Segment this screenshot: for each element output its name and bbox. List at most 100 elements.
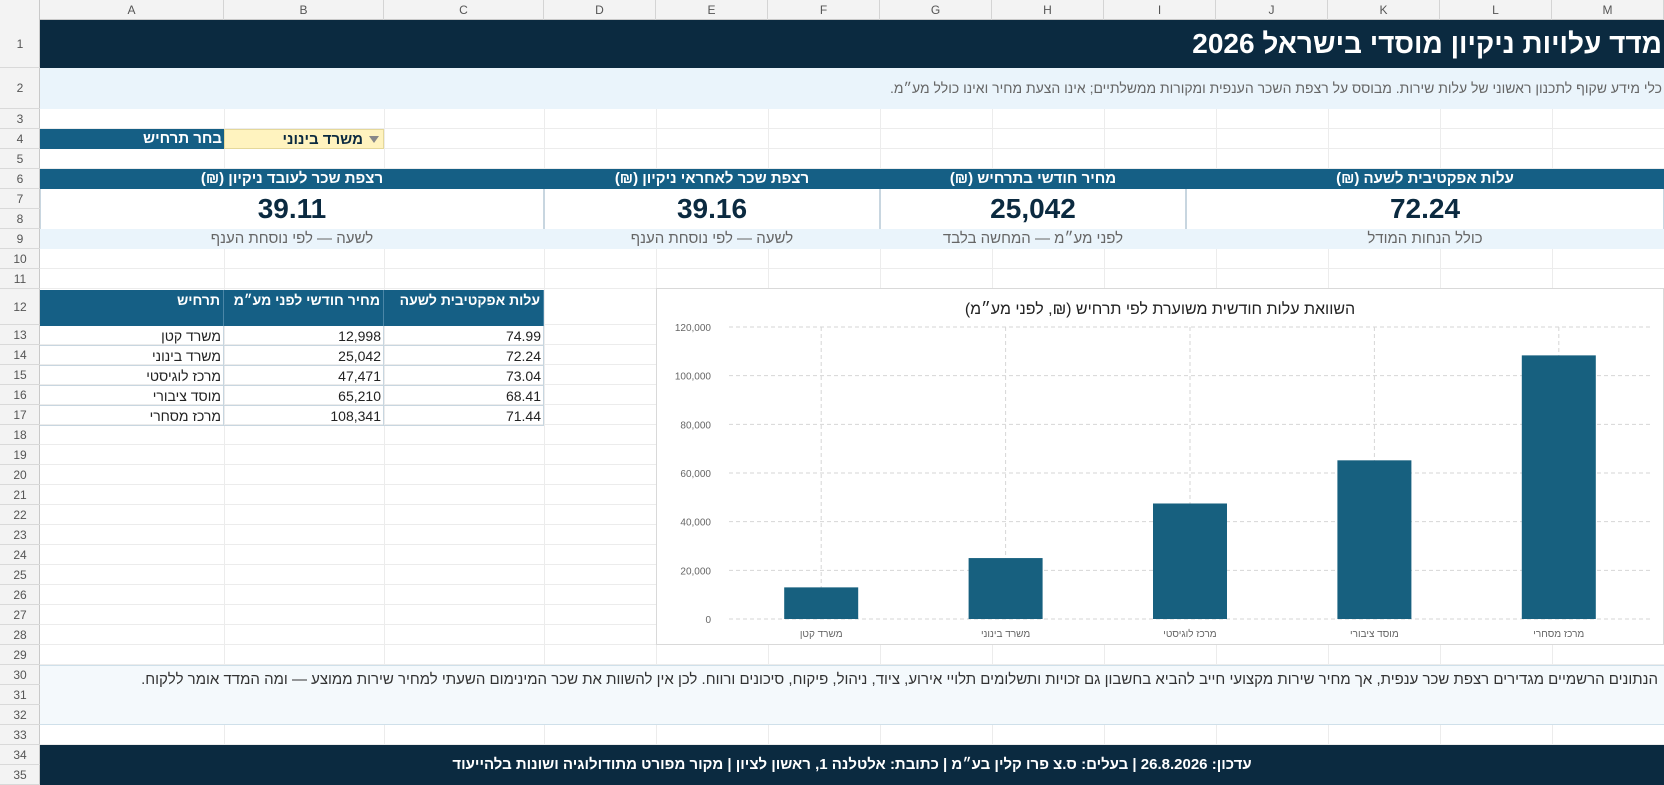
column-header[interactable]: F (768, 0, 880, 20)
row-header[interactable]: 4 (0, 129, 40, 149)
table-cell-price[interactable]: 12,998 (224, 326, 384, 346)
column-header[interactable]: K (1328, 0, 1440, 20)
table-cell-price[interactable]: 65,210 (224, 386, 384, 406)
kpi-value-worker-wage: 39.11 (40, 189, 544, 229)
table-cell-scenario[interactable]: משרד קטן (40, 326, 224, 346)
chart-x-tick-label: משרד קטן (800, 629, 843, 640)
row-header[interactable]: 1 (0, 20, 40, 68)
row-header[interactable]: 21 (0, 485, 40, 505)
kpi-head-hourly-cost: עלות אפקטיבית לשעה (₪) (1186, 169, 1664, 189)
table-cell-hourly[interactable]: 73.04 (384, 366, 544, 386)
table-cell-scenario[interactable]: משרד בינוני (40, 346, 224, 366)
table-cell-hourly[interactable]: 68.41 (384, 386, 544, 406)
row-header[interactable]: 12 (0, 289, 40, 325)
column-header[interactable]: D (544, 0, 656, 20)
kpi-value-monthly-price: 25,042 (880, 189, 1186, 229)
row-header[interactable]: 13 (0, 325, 40, 345)
chevron-down-icon[interactable] (369, 136, 379, 143)
row-header[interactable]: 15 (0, 365, 40, 385)
chart-bar[interactable] (784, 587, 859, 619)
chart-x-tick-label: מוסד ציבורי (1350, 629, 1399, 640)
column-header[interactable]: L (1440, 0, 1552, 20)
row-header[interactable]: 23 (0, 525, 40, 545)
chart-bar[interactable] (968, 558, 1043, 619)
column-header[interactable]: I (1104, 0, 1216, 20)
kpi-note-supervisor-wage: לשעה — לפי נוסחת הענף (544, 229, 880, 249)
chart-y-tick-label: 120,000 (675, 323, 712, 334)
row-header[interactable]: 3 (0, 109, 40, 129)
select-all-corner[interactable] (0, 0, 40, 20)
column-header[interactable]: J (1216, 0, 1328, 20)
chart-y-tick-label: 40,000 (680, 518, 711, 529)
chart-title: השוואת עלות חודשית משוערת לפי תרחיש (₪, … (965, 300, 1355, 318)
chart-x-tick-label: משרד בינוני (981, 629, 1030, 640)
column-header[interactable]: M (1552, 0, 1664, 20)
grid-line (40, 744, 1664, 745)
row-header[interactable]: 28 (0, 625, 40, 645)
row-header[interactable]: 2 (0, 68, 40, 109)
row-header[interactable]: 20 (0, 465, 40, 485)
row-header[interactable]: 25 (0, 565, 40, 585)
row-header[interactable]: 35 (0, 765, 40, 785)
table-cell-scenario[interactable]: מרכז מסחרי (40, 406, 224, 426)
table-cell-scenario[interactable]: מוסד ציבורי (40, 386, 224, 406)
chart-x-tick-label: מרכז מסחרי (1533, 629, 1584, 640)
chart-y-tick-label: 80,000 (680, 420, 711, 431)
table-cell-hourly[interactable]: 71.44 (384, 406, 544, 426)
column-header[interactable]: E (656, 0, 768, 20)
row-header[interactable]: 26 (0, 585, 40, 605)
chart-bar[interactable] (1337, 460, 1412, 619)
grid-line (40, 268, 1664, 269)
table-cell-price[interactable]: 25,042 (224, 346, 384, 366)
row-header[interactable]: 30 (0, 665, 40, 685)
monthly-cost-chart[interactable]: השוואת עלות חודשית משוערת לפי תרחיש (₪, … (656, 288, 1664, 645)
column-header[interactable]: G (880, 0, 992, 20)
row-header[interactable]: 31 (0, 685, 40, 705)
chart-bars (784, 355, 1596, 619)
row-header[interactable]: 19 (0, 445, 40, 465)
row-header[interactable]: 11 (0, 269, 40, 289)
grid-line (40, 148, 1664, 149)
table-cell-scenario[interactable]: מרכז לוגיסטי (40, 366, 224, 386)
row-header[interactable]: 24 (0, 545, 40, 565)
column-header[interactable]: C (384, 0, 544, 20)
row-header[interactable]: 33 (0, 725, 40, 745)
chart-svg: השוואת עלות חודשית משוערת לפי תרחיש (₪, … (675, 300, 1651, 640)
kpi-head-supervisor-wage: רצפת שכר לאחראי ניקיון (₪) (544, 169, 880, 189)
scenario-dropdown-value: משרד בינוני (282, 131, 363, 148)
row-header[interactable]: 18 (0, 425, 40, 445)
chart-y-tick-label: 20,000 (680, 566, 711, 577)
table-cell-hourly[interactable]: 74.99 (384, 326, 544, 346)
row-header[interactable]: 34 (0, 745, 40, 765)
row-header[interactable]: 10 (0, 249, 40, 269)
row-header[interactable]: 7 (0, 189, 40, 209)
kpi-value-supervisor-wage: 39.16 (544, 189, 880, 229)
kpi-note-monthly-price: לפני מע״מ — המחשה בלבד (880, 229, 1186, 249)
row-header[interactable]: 27 (0, 605, 40, 625)
table-cell-hourly[interactable]: 72.24 (384, 346, 544, 366)
row-header[interactable]: 8 (0, 209, 40, 229)
row-header[interactable]: 32 (0, 705, 40, 725)
row-header[interactable]: 6 (0, 169, 40, 189)
table-cell-price[interactable]: 108,341 (224, 406, 384, 426)
scenario-dropdown[interactable]: משרד בינוני (224, 129, 384, 149)
row-header[interactable]: 22 (0, 505, 40, 525)
row-header[interactable]: 5 (0, 149, 40, 169)
column-header[interactable]: A (40, 0, 224, 20)
row-header[interactable]: 16 (0, 385, 40, 405)
column-header[interactable]: B (224, 0, 384, 20)
row-headers: 1 2 3 4 5 6 7 8 9 10 11 12 13 14 15 16 17 18 19 20 21 22 23 24 2… (0, 20, 40, 785)
grid-line (384, 20, 385, 785)
scenario-selector-label: בחר תרחיש (40, 129, 224, 149)
row-header[interactable]: 17 (0, 405, 40, 425)
column-header[interactable]: H (992, 0, 1104, 20)
table-cell-price[interactable]: 47,471 (224, 366, 384, 386)
row-header[interactable]: 9 (0, 229, 40, 249)
row-header[interactable]: 29 (0, 645, 40, 665)
row-header[interactable]: 14 (0, 345, 40, 365)
chart-bar[interactable] (1521, 355, 1596, 619)
chart-y-tick-label: 60,000 (680, 469, 711, 480)
chart-bar[interactable] (1153, 503, 1227, 619)
kpi-head-worker-wage: רצפת שכר לעובד ניקיון (₪) (40, 169, 544, 189)
